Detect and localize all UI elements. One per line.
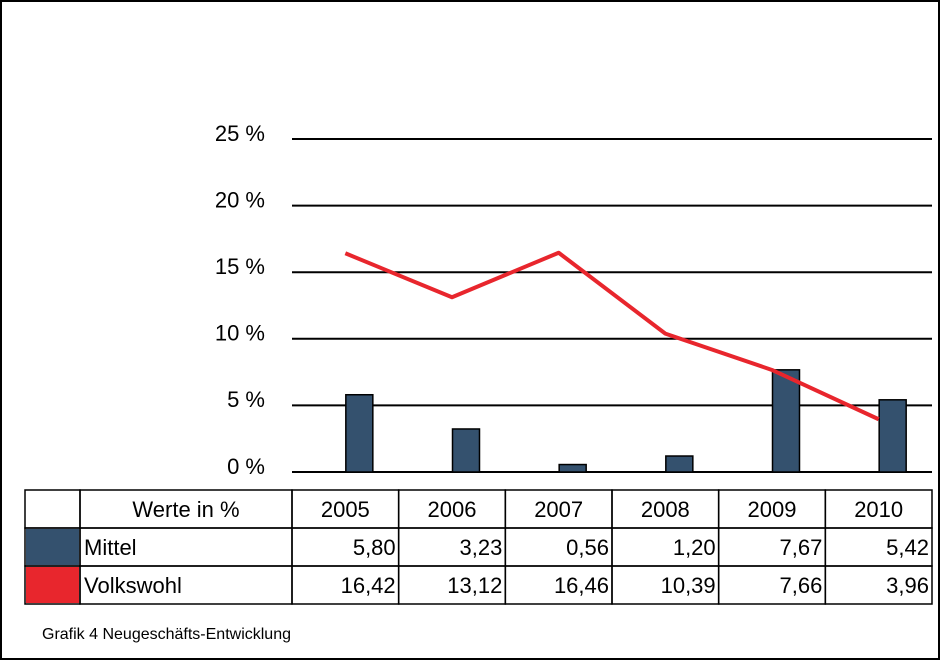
table-cell [824,565,933,605]
table-header: Werte in % [132,497,239,522]
data-label: 10,39 [661,573,716,598]
bar [451,428,481,473]
data-label: 16,42 [341,573,396,598]
x-tick-label: 2009 [748,497,797,522]
line [344,250,880,422]
data-label: 5,80 [353,535,396,560]
caption: Grafik 4 Neugeschäfts-Entwicklung [42,626,291,643]
x-tick-label: 2010 [854,497,903,522]
data-label: 5,42 [886,535,929,560]
y-tick-label: 5 % [227,387,265,412]
x-tick-label: 2006 [428,497,477,522]
y-tick-label: 20 % [215,187,265,212]
y-tick-label: 25 % [215,121,265,146]
bar [345,393,374,473]
x-tick-label: 2008 [641,497,690,522]
data-label: 7,66 [780,573,823,598]
data-label: 0,56 [566,535,609,560]
x-tick-label: 2005 [321,497,370,522]
x-tick-label: 2007 [534,497,583,522]
data-label: 16,46 [554,573,609,598]
data-label: 7,67 [780,535,823,560]
y-tick-label: 0 % [227,454,265,479]
legend-label: Mittel [84,535,137,560]
data-label: 13,12 [447,573,502,598]
bar [771,369,801,473]
legend-swatch [26,567,79,603]
bar [878,399,907,473]
bar [558,463,587,473]
y-tick-label: 15 % [215,254,265,279]
bar [665,455,694,473]
legend-swatch [26,529,79,565]
data-label: 1,20 [673,535,716,560]
y-tick-label: 10 % [215,321,265,346]
legend-label: Volkswohl [84,573,182,598]
data-label: 3,23 [460,535,503,560]
data-label: 3,96 [886,573,929,598]
